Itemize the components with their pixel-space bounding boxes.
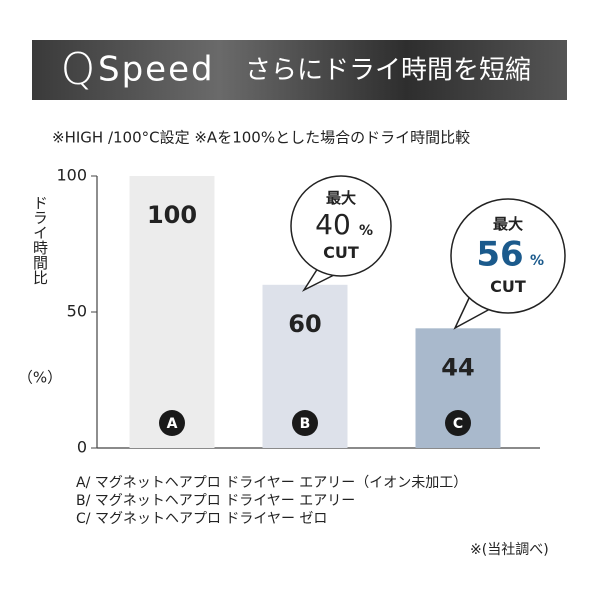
- callout-bottom: CUT: [490, 277, 526, 296]
- callout-bubble: [450, 198, 566, 314]
- header-title: さらにドライ時間を短縮: [245, 56, 531, 86]
- bar: [129, 176, 215, 448]
- callout-bubble: [290, 175, 392, 277]
- value-label: 60: [288, 310, 321, 338]
- y-tick-label: 0: [77, 438, 87, 457]
- logo-mark: Q: [61, 44, 96, 95]
- x-tick-label: A: [167, 416, 178, 432]
- category-badge: [159, 410, 185, 436]
- header-banner: [32, 40, 567, 100]
- category-badge: [445, 410, 471, 436]
- y-axis-label: ドライ時間比: [31, 195, 49, 285]
- source: ※(当社調べ): [470, 542, 549, 558]
- category-badge: [292, 410, 318, 436]
- legend-note: A/ マグネットヘアプロ ドライヤー エアリー（イオン未加工）: [76, 475, 467, 491]
- y-tick-label: 50: [67, 302, 87, 321]
- callout-top: 最大: [493, 215, 523, 233]
- legend-note: C/ マグネットヘアプロ ドライヤー ゼロ: [76, 511, 327, 527]
- x-tick-label: C: [453, 416, 463, 432]
- x-tick-label: B: [300, 416, 311, 432]
- y-tick-label: 100: [56, 166, 87, 185]
- callout-bottom: CUT: [323, 243, 359, 262]
- callout-value: 40: [315, 208, 351, 241]
- subtitle: ※HIGH /100°C設定 ※Aを100%とした場合のドライ時間比較: [52, 129, 470, 147]
- callout-unit: %: [530, 253, 544, 269]
- y-axis-label-unit: （%）: [18, 369, 62, 387]
- value-label: 44: [441, 353, 474, 381]
- value-label: 100: [147, 201, 197, 229]
- callout-value: 56: [476, 235, 523, 275]
- logo-text: Speed: [98, 50, 215, 90]
- callout-top: 最大: [326, 189, 356, 207]
- callout-unit: %: [359, 223, 373, 239]
- legend-note: B/ マグネットヘアプロ ドライヤー エアリー: [76, 493, 355, 509]
